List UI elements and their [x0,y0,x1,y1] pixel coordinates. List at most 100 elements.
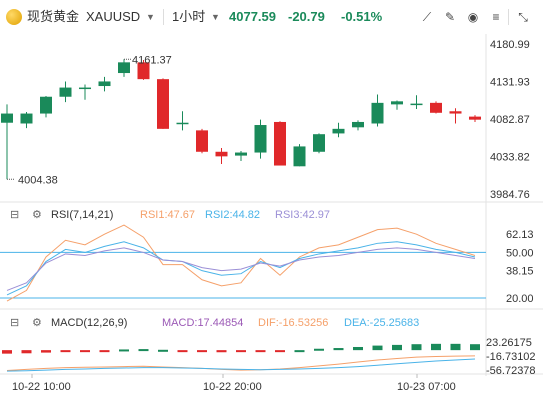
macd-bar [450,343,461,351]
rsi-settings-icon: ⚙ [32,209,42,221]
macd-bar [353,346,363,351]
macd-dif-line [6,355,476,371]
candle-body [235,152,247,156]
time-tick-label: 10-22 20:00 [203,381,262,393]
eye-icon[interactable]: ◉ [467,10,479,24]
rsi-legend-2: RSI2:44.82 [205,209,260,221]
candle-body [215,151,228,157]
macd-legend-3: DEA:-25.25683 [344,317,419,329]
macd-bar [2,350,12,354]
candle-body [469,116,481,120]
interval-selector[interactable]: 1小时 [172,9,206,24]
divider [163,9,164,25]
price-tick-label: 4082.87 [490,114,530,126]
draw-tool-icon[interactable]: ✎ [444,10,456,24]
macd-bar [21,350,32,354]
candle-body [430,102,442,113]
macd-bar [255,350,266,353]
rsi-tick-label: 20.00 [506,293,534,305]
candle-body [59,87,72,97]
price-tick-label: 4033.82 [490,151,530,163]
candle-body [293,146,306,167]
price-tick-label: 4180.99 [490,39,530,51]
candle-body [352,121,364,128]
rsi-line-rsi3 [6,247,476,291]
macd-tick-label: 23.26175 [486,337,532,349]
low-price-label: 4004.38 [18,174,58,186]
macd-collapse-icon: ⊟ [10,317,19,329]
rsi-legend-3: RSI3:42.97 [275,209,330,221]
macd-bar [41,350,51,353]
candle-body [410,103,423,106]
line-tool-icon[interactable]: ⟋ [422,10,432,24]
macd-bar [294,350,305,353]
rsi-line-rsi2 [6,241,476,296]
rsi-tick-label: 62.13 [506,229,534,241]
rsi-legend-1: RSI1:47.67 [140,209,195,221]
time-tick-label: 10-23 07:00 [397,381,456,393]
candle-body [371,102,384,124]
high-price-label: 4161.37 [132,54,172,66]
candle-body [20,113,33,124]
candle-body [391,101,403,105]
macd-bar [275,350,285,353]
macd-bar [216,350,227,353]
settings-icon[interactable]: ≡ [492,10,500,24]
symbol-name-cn[interactable]: 现货黄金 [27,9,80,24]
candle-body [40,96,52,114]
gold-coin-icon [6,9,22,25]
candle-body [313,134,325,152]
macd-bar [80,350,90,353]
symbol-dropdown-icon[interactable]: ▼ [146,12,155,22]
time-tick-label: 10-22 10:00 [12,381,71,393]
macd-bar [333,348,344,351]
macd-bar [138,349,149,352]
price-change-percent: -0.51% [341,9,383,24]
macd-bar [99,350,110,353]
macd-bar [392,344,402,351]
candle-body [118,62,130,74]
macd-bar [60,350,71,353]
macd-bar [177,350,188,353]
candle-body [137,62,150,80]
candle-body [449,111,462,114]
candle-body [196,130,208,152]
macd-legend-1: MACD:17.44854 [162,317,243,329]
candle-body [98,81,111,87]
macd-legend-2: DIF:-16.53256 [258,317,328,329]
toolbar: 现货黄金 XAUUSD ▼ 1小时 ▼ 4077.59 -20.79 -0.51… [0,0,543,34]
rsi-tick-label: 38.15 [506,265,534,277]
candle-body [274,121,286,166]
candle-body [254,125,267,153]
macd-bar [470,344,480,351]
interval-dropdown-icon[interactable]: ▼ [211,12,220,22]
rsi-tick-label: 50.00 [506,247,534,259]
macd-bar [158,349,168,352]
macd-dea-line [6,358,476,372]
macd-bar [431,343,441,351]
macd-title: MACD(12,26,9) [51,317,127,329]
macd-settings-icon: ⚙ [32,317,42,329]
macd-tick-label: -56.72378 [486,365,536,377]
price-tick-label: 3984.76 [490,189,530,201]
rsi-line-rsi1 [6,224,476,302]
price-change: -20.79 [288,9,325,24]
macd-bar [119,349,129,352]
candle-body [176,122,189,125]
macd-bar [372,345,383,351]
macd-bar [411,344,422,351]
rsi-collapse-icon: ⊟ [10,209,19,221]
candle-body [157,79,169,129]
candle-body [79,87,91,90]
macd-bar [197,350,207,353]
divider [508,9,509,25]
rsi-title: RSI(7,14,21) [51,209,113,221]
macd-bar [236,350,246,353]
symbol-code[interactable]: XAUUSD [86,9,141,24]
macd-tick-label: -16.73102 [486,351,536,363]
expand-icon[interactable]: ⤡ [518,10,528,24]
macd-bar [314,348,324,351]
candle-body [332,128,345,134]
last-price: 4077.59 [229,9,276,24]
